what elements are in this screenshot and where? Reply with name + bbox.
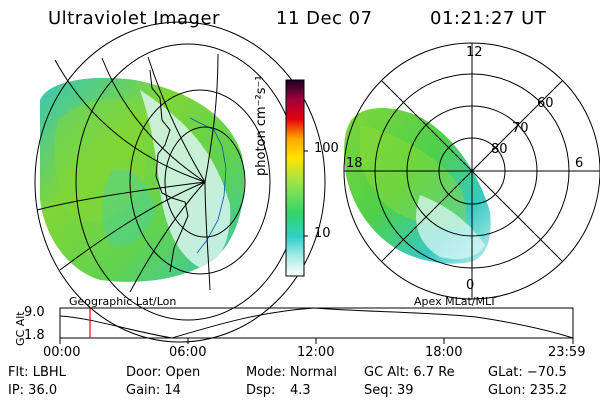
apex-lat-70-label: 70 <box>512 121 529 136</box>
status-mode: Mode: Normal <box>246 365 337 380</box>
altitude-y-tick-1-8: 1.8 <box>24 328 45 343</box>
apex-mlt-0-label: 0 <box>466 278 475 293</box>
observation-time: 01:21:27 UT <box>430 8 547 29</box>
altitude-x-tick-0000: 00:00 <box>43 345 81 360</box>
status-dsp-label: Dsp: <box>246 383 276 398</box>
status-glon: GLon: 235.2 <box>488 383 568 398</box>
observation-date: 11 Dec 07 <box>276 8 373 29</box>
apex-lat-80-label: 80 <box>491 142 508 157</box>
apex-mlt-6-label: 6 <box>575 156 584 171</box>
status-gain: Gain: 14 <box>126 383 181 398</box>
colorbar-unit-label: photon cm⁻²s⁻¹ <box>254 75 269 176</box>
status-seq: Seq: 39 <box>364 383 414 398</box>
apex-mlt-12-label: 12 <box>466 45 483 60</box>
altitude-x-tick-2359: 23:59 <box>548 345 586 360</box>
altitude-plot <box>59 307 574 344</box>
apex-mlt-18-label: 18 <box>346 156 363 171</box>
status-glat: GLat: −70.5 <box>488 365 567 380</box>
altitude-x-tick-0600: 06:00 <box>169 345 207 360</box>
colorbar-label-100: 100 <box>314 141 339 156</box>
instrument-title: Ultraviolet Imager <box>48 8 220 29</box>
altitude-x-tick-1200: 12:00 <box>297 345 335 360</box>
apex-polar-plot <box>343 42 600 300</box>
status-flt: Flt: LBHL <box>8 365 66 380</box>
status-dsp-value: 4.3 <box>290 383 311 398</box>
apex-label: Apex MLat/MLT <box>414 295 497 308</box>
colorbar <box>285 79 305 277</box>
status-gc-alt: GC Alt: 6.7 Re <box>364 365 455 380</box>
colorbar-label-10: 10 <box>314 226 331 241</box>
status-ip: IP: 36.0 <box>8 383 58 398</box>
altitude-y-tick-9: 9.0 <box>24 305 45 320</box>
apex-lat-60-label: 60 <box>537 96 554 111</box>
geographic-image <box>34 21 326 343</box>
geographic-label: Geographic Lat/Lon <box>69 295 177 308</box>
altitude-x-tick-1800: 18:00 <box>425 345 463 360</box>
status-door: Door: Open <box>126 365 201 380</box>
